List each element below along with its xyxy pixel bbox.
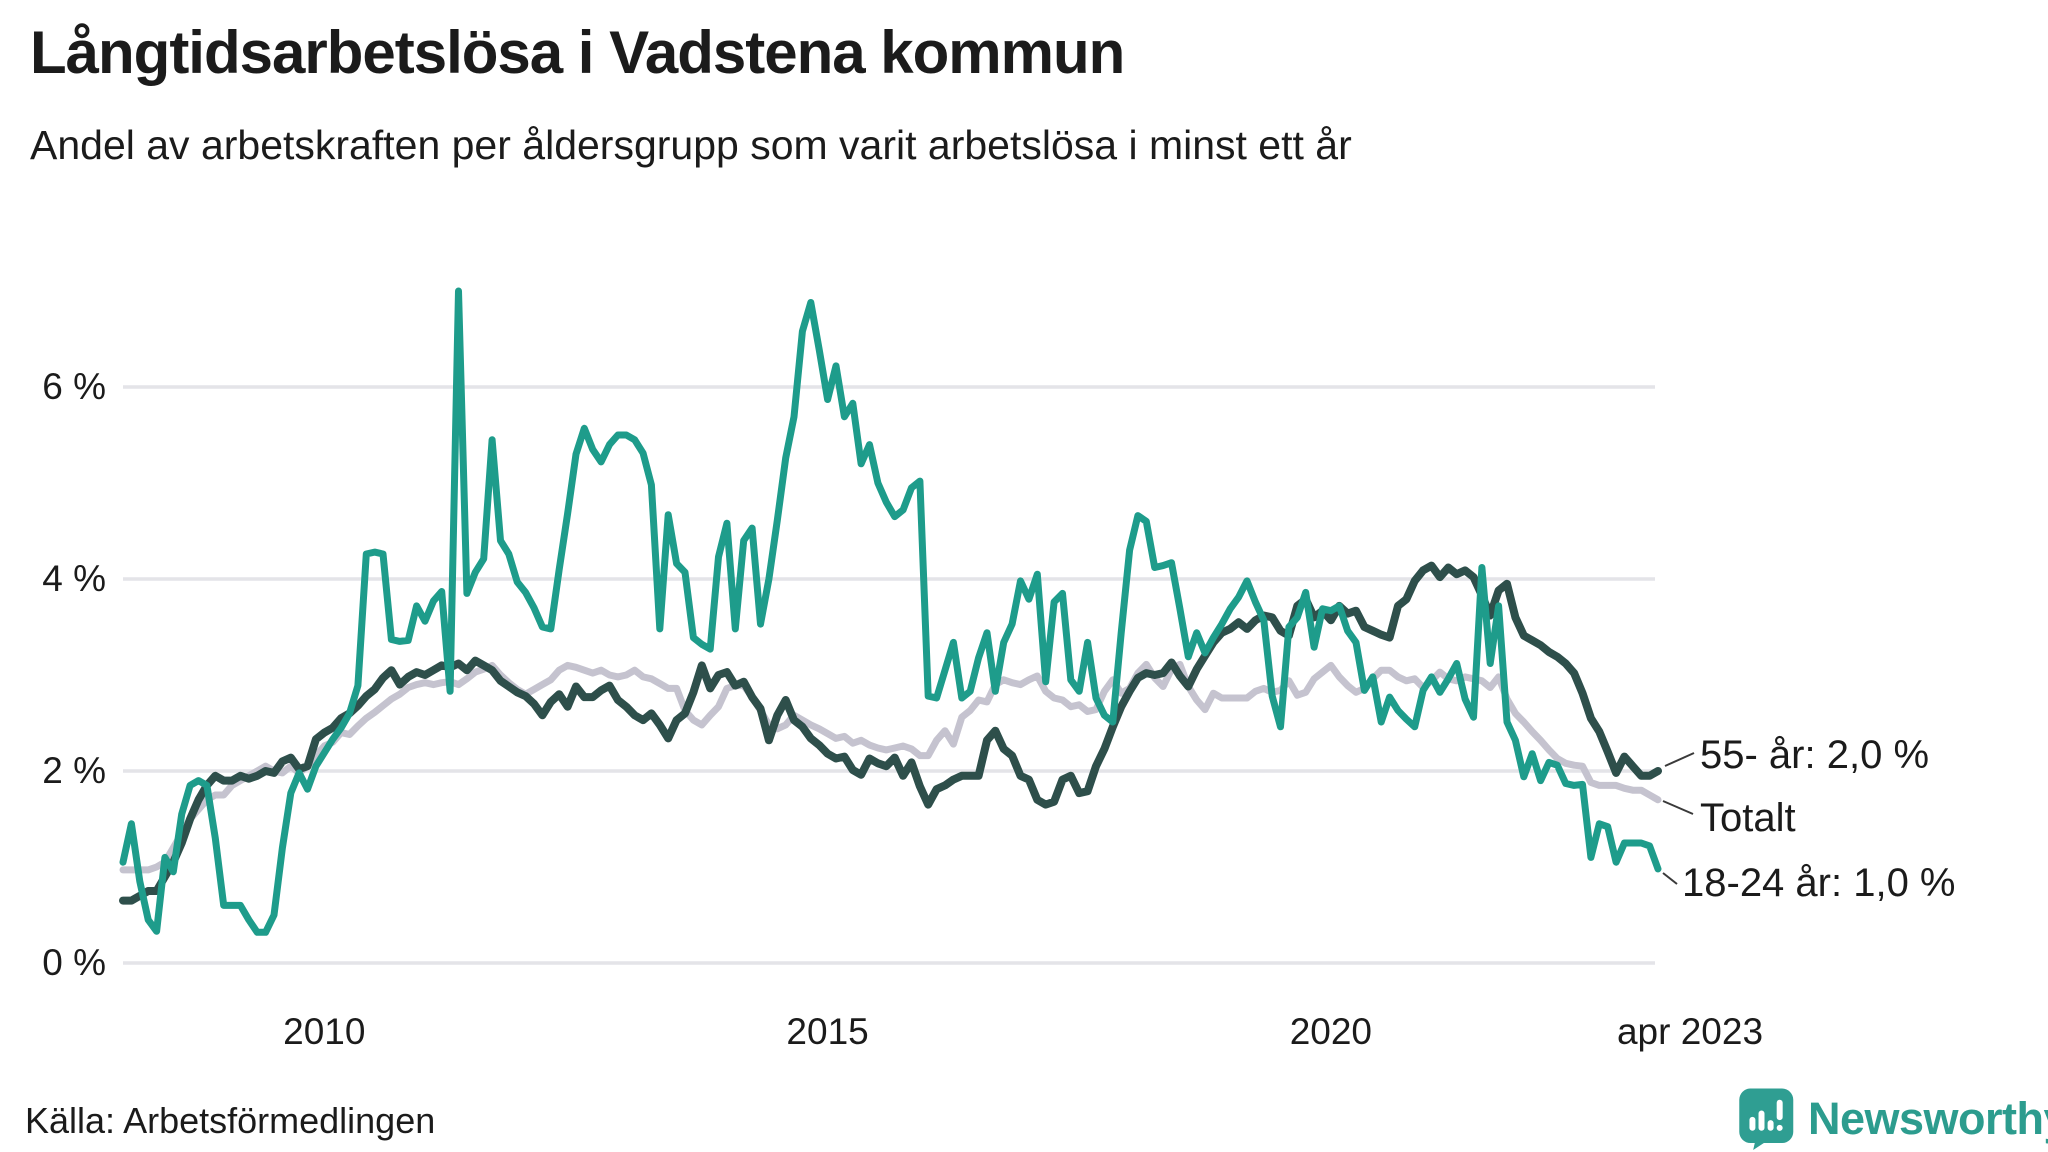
series-line-18-24-r [119, 287, 1662, 936]
label-leader-lines [1662, 752, 1695, 885]
y-tick-label: 0 % [42, 942, 106, 983]
x-tick-label: 2015 [786, 1011, 869, 1052]
y-tick-label: 6 % [42, 366, 106, 407]
series-line-totalt [119, 660, 1662, 874]
x-tick-label: 2010 [283, 1011, 366, 1052]
leader-line [1662, 800, 1694, 815]
x-tick-label: 2020 [1289, 1011, 1373, 1052]
y-tick-label: 2 % [42, 750, 106, 791]
gridlines [123, 385, 1655, 965]
page-title: Långtidsarbetslösa i Vadstena kommun [30, 19, 1125, 86]
bar-chart-speech-bubble-icon [1739, 1088, 1794, 1150]
series-end-label-55-ar: 55- år: 2,0 % [1700, 733, 1930, 777]
series-end-label-18-24-ar: 18-24 år: 1,0 % [1682, 861, 1956, 905]
leader-line [1664, 752, 1695, 767]
series-end-label-totalt: Totalt [1700, 796, 1796, 840]
newsworthy-logo: Newsworthy [1738, 1088, 2048, 1150]
x-tick-label: apr 2023 [1616, 1011, 1764, 1052]
chart-subtitle: Andel av arbetskraften per åldersgrupp s… [30, 122, 1352, 168]
leader-line [1662, 872, 1678, 885]
chart-series [119, 287, 1662, 936]
series-line-55-r [119, 561, 1662, 905]
newsworthy-wordmark: Newsworthy [1808, 1093, 2048, 1144]
source-note: Källa: Arbetsförmedlingen [25, 1100, 436, 1141]
y-tick-label: 4 % [42, 558, 106, 599]
